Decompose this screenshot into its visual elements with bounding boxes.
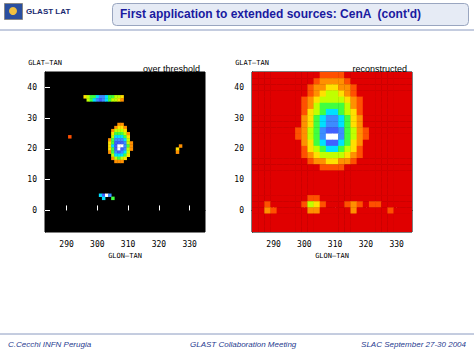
svg-text:290: 290 [59, 240, 74, 249]
svg-text:40: 40 [27, 83, 37, 92]
svg-text:GLAST LAT: GLAST LAT [26, 7, 70, 16]
svg-text:300: 300 [297, 240, 312, 249]
svg-text:40: 40 [234, 83, 244, 92]
svg-text:GLAT—TAN: GLAT—TAN [235, 59, 269, 67]
svg-text:over threshold: over threshold [143, 64, 200, 74]
svg-text:20: 20 [234, 144, 244, 153]
svg-text:GLAST Collaboration Meeting: GLAST Collaboration Meeting [190, 340, 297, 349]
svg-text:290: 290 [266, 240, 281, 249]
svg-text:10: 10 [234, 175, 244, 184]
svg-text:30: 30 [234, 114, 244, 123]
svg-text:10: 10 [27, 175, 37, 184]
svg-text:320: 320 [359, 240, 374, 249]
svg-text:GLON—TAN: GLON—TAN [315, 252, 349, 260]
svg-text:30: 30 [27, 114, 37, 123]
svg-text:320: 320 [152, 240, 167, 249]
svg-text:330: 330 [182, 240, 197, 249]
svg-text:20: 20 [27, 144, 37, 153]
svg-text:GLAT—TAN: GLAT—TAN [28, 59, 62, 67]
svg-text:SLAC September 27-30 2004: SLAC September 27-30 2004 [361, 340, 467, 349]
svg-text:C.Cecchi INFN Perugia: C.Cecchi INFN Perugia [8, 340, 92, 349]
svg-text:330: 330 [389, 240, 404, 249]
svg-text:310: 310 [328, 240, 343, 249]
svg-text:300: 300 [90, 240, 105, 249]
svg-text:GLON—TAN: GLON—TAN [108, 252, 142, 260]
svg-text:0: 0 [32, 206, 37, 215]
svg-text:reconstructed: reconstructed [352, 64, 407, 74]
svg-text:310: 310 [121, 240, 136, 249]
svg-text:First application to extended: First application to extended sources: C… [120, 7, 421, 21]
svg-text:0: 0 [239, 206, 244, 215]
